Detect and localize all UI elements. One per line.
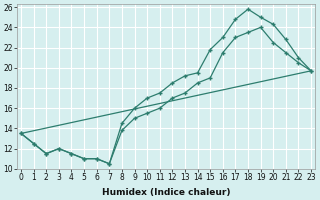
X-axis label: Humidex (Indice chaleur): Humidex (Indice chaleur) bbox=[102, 188, 230, 197]
